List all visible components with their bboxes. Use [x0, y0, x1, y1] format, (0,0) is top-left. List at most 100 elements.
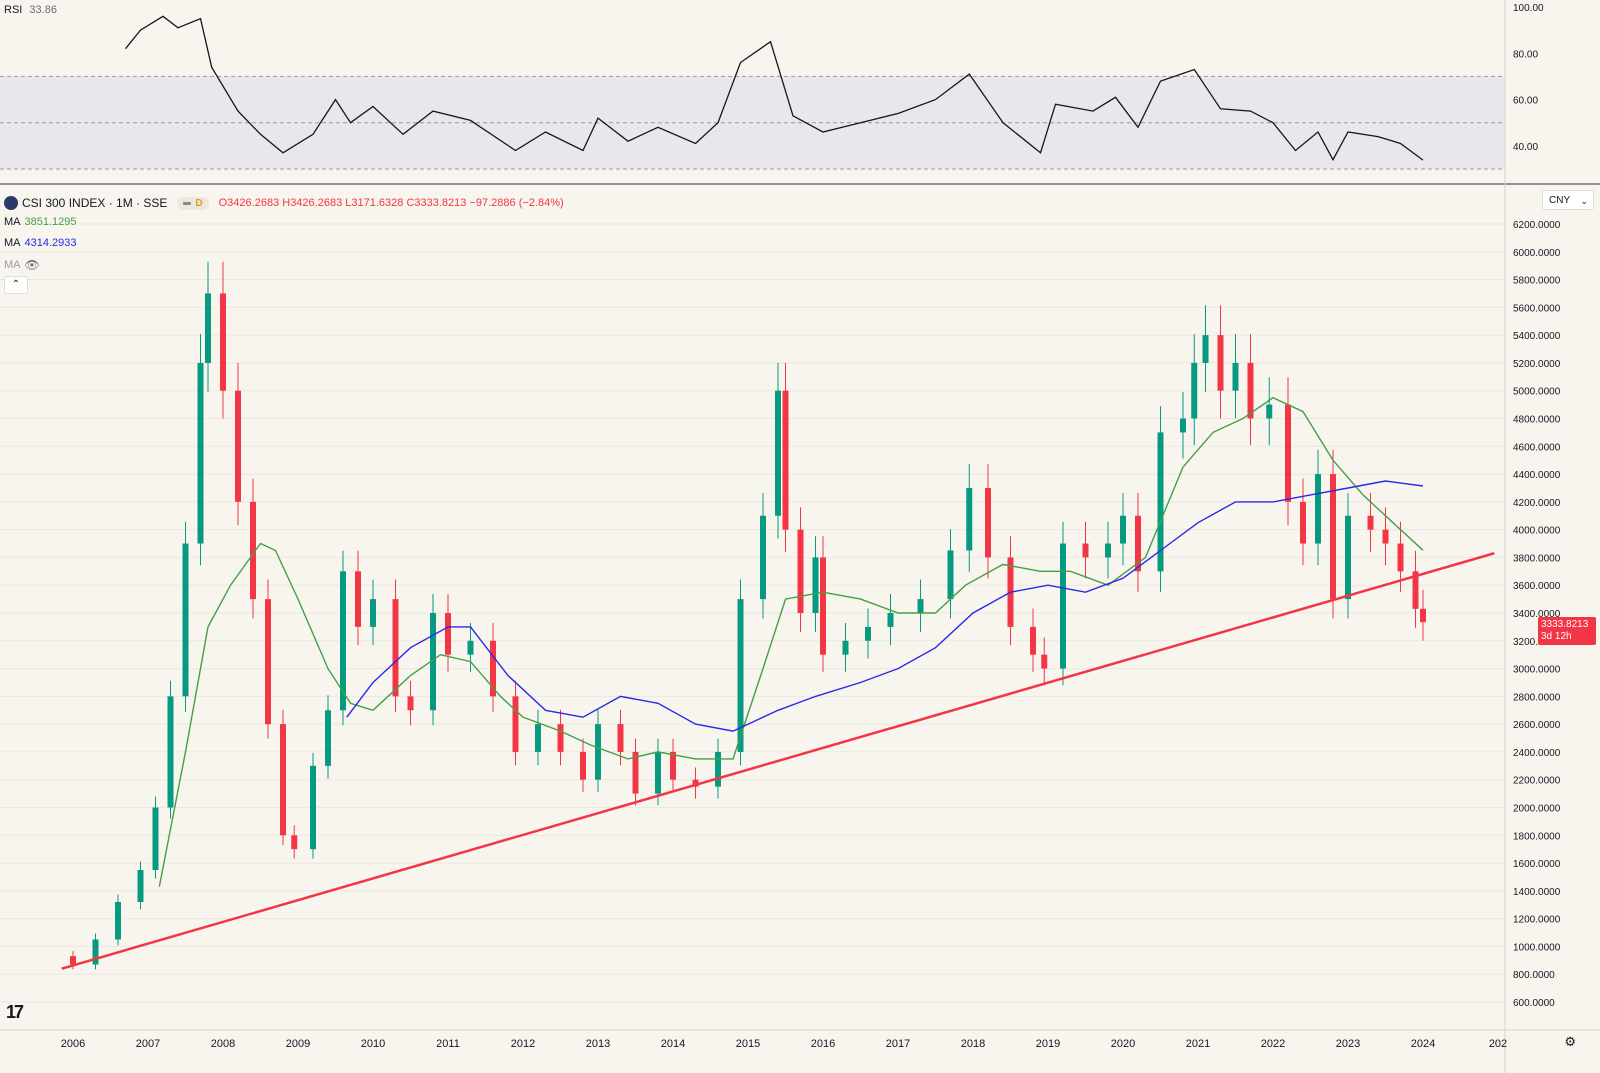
- ma-legend-slow[interactable]: MA 4314.2933: [4, 237, 77, 249]
- candle-body: [1060, 543, 1066, 669]
- y-tick-label: 2000.0000: [1513, 804, 1561, 815]
- candle-body: [1202, 335, 1209, 363]
- market-status-icon: [183, 201, 192, 205]
- candle-body: [205, 293, 211, 363]
- candle-body: [1105, 543, 1111, 558]
- y-tick-label: 1000.0000: [1513, 942, 1561, 953]
- x-tick-label: 2010: [361, 1038, 385, 1050]
- y-tick-label: 1600.0000: [1513, 859, 1561, 870]
- candle-body: [1191, 362, 1198, 419]
- gear-icon[interactable]: ⚙: [1564, 1034, 1576, 1049]
- candle-body: [407, 696, 414, 711]
- candle-body: [655, 751, 661, 794]
- y-tick-label: 3000.0000: [1513, 665, 1561, 676]
- y-tick-label: 600.0000: [1513, 998, 1555, 1009]
- chevron-down-icon: ⌄: [1580, 196, 1588, 206]
- y-tick-label: 5600.0000: [1513, 303, 1561, 314]
- ma-label: MA: [4, 216, 21, 228]
- candle-body: [595, 724, 601, 780]
- candle-body: [1330, 474, 1336, 600]
- y-tick-label: 1800.0000: [1513, 831, 1561, 842]
- x-tick-label: 2021: [1186, 1038, 1210, 1050]
- collapse-legend-button[interactable]: ⌃: [4, 276, 28, 294]
- tradingview-logo[interactable]: 17: [6, 1002, 24, 1022]
- candle-body: [887, 613, 894, 627]
- rsi-value: 33.86: [29, 4, 57, 16]
- ma-legend-fast[interactable]: MA 3851.1295: [4, 216, 77, 228]
- candle-body: [535, 724, 541, 752]
- candle-body: [557, 724, 564, 752]
- rsi-tick-label: 60.00: [1513, 96, 1538, 107]
- candle-body: [1382, 529, 1389, 544]
- y-tick-label: 1400.0000: [1513, 887, 1561, 898]
- eye-hidden-icon[interactable]: 👁: [24, 258, 40, 272]
- x-tick-label: 2018: [961, 1038, 985, 1050]
- y-tick-label: 5400.0000: [1513, 331, 1561, 342]
- candle-body: [1345, 515, 1351, 600]
- y-tick-label: 6200.0000: [1513, 220, 1561, 231]
- ma-fast-line: [158, 396, 1424, 887]
- ma-label: MA: [4, 259, 21, 271]
- candle-body: [812, 557, 819, 613]
- y-tick-label: 3400.0000: [1513, 609, 1561, 620]
- close-value: C3333.8213: [406, 197, 467, 209]
- symbol-legend: CSI 300 INDEX · 1M · SSE D O3426.2683 H3…: [4, 196, 564, 210]
- x-tick-label: 2008: [211, 1038, 235, 1050]
- candle-body: [715, 751, 721, 787]
- y-tick-label: 4000.0000: [1513, 526, 1561, 537]
- x-tick-label: 2006: [61, 1038, 85, 1050]
- candle-body: [580, 751, 586, 780]
- candle-body: [1120, 515, 1126, 544]
- candle-body: [265, 599, 271, 725]
- candle-body: [692, 779, 699, 787]
- candle-body: [1217, 335, 1224, 391]
- y-tick-label: 4800.0000: [1513, 415, 1561, 426]
- candle-body: [235, 390, 241, 502]
- candle-body: [340, 571, 346, 711]
- candle-body: [1041, 654, 1048, 669]
- ma-fast-value: 3851.1295: [24, 216, 77, 228]
- candle-body: [250, 501, 256, 600]
- x-tick-label: 2019: [1036, 1038, 1060, 1050]
- candle-body: [392, 599, 399, 697]
- ma-slow-line: [346, 480, 1424, 732]
- candle-body: [775, 390, 781, 516]
- candle-body: [355, 571, 361, 627]
- candle-body: [115, 901, 121, 940]
- currency-select[interactable]: CNY ⌄: [1542, 190, 1594, 210]
- candle-body: [737, 599, 744, 752]
- candle-body: [1300, 501, 1306, 544]
- y-tick-label: 4400.0000: [1513, 470, 1561, 481]
- candle-body: [167, 696, 174, 808]
- candle-body: [430, 613, 436, 711]
- candle-body: [1232, 362, 1239, 391]
- ma-legend-hidden[interactable]: MA 👁: [4, 258, 40, 272]
- candle-body: [842, 640, 849, 655]
- symbol-title[interactable]: CSI 300 INDEX · 1M · SSE: [22, 196, 168, 210]
- rsi-tick-label: 80.00: [1513, 49, 1538, 60]
- session-pill[interactable]: D: [177, 196, 209, 210]
- candle-body: [1367, 515, 1374, 530]
- candle-body: [445, 613, 451, 655]
- candle-body: [1412, 571, 1419, 609]
- y-tick-label: 5800.0000: [1513, 276, 1561, 287]
- candle-body: [797, 529, 804, 613]
- x-tick-label: 2015: [736, 1038, 760, 1050]
- x-tick-label: 2024: [1411, 1038, 1435, 1050]
- currency-label: CNY: [1549, 195, 1571, 206]
- rsi-tick-label: 40.00: [1513, 142, 1538, 153]
- rsi-legend: RSI 33.86: [4, 4, 57, 16]
- candle-body: [1315, 474, 1321, 544]
- ma-label: MA: [4, 237, 21, 249]
- candle-body: [1266, 404, 1273, 419]
- candle-body: [865, 626, 871, 641]
- candle-body: [325, 710, 331, 766]
- y-tick-label: 2400.0000: [1513, 748, 1561, 759]
- y-tick-label: 4600.0000: [1513, 442, 1561, 453]
- x-tick-label: 2022: [1261, 1038, 1285, 1050]
- rsi-tick-label: 100.00: [1513, 3, 1544, 14]
- session-badge: D: [195, 197, 203, 209]
- high-value: H3426.2683: [282, 197, 343, 209]
- candle-body: [917, 599, 924, 613]
